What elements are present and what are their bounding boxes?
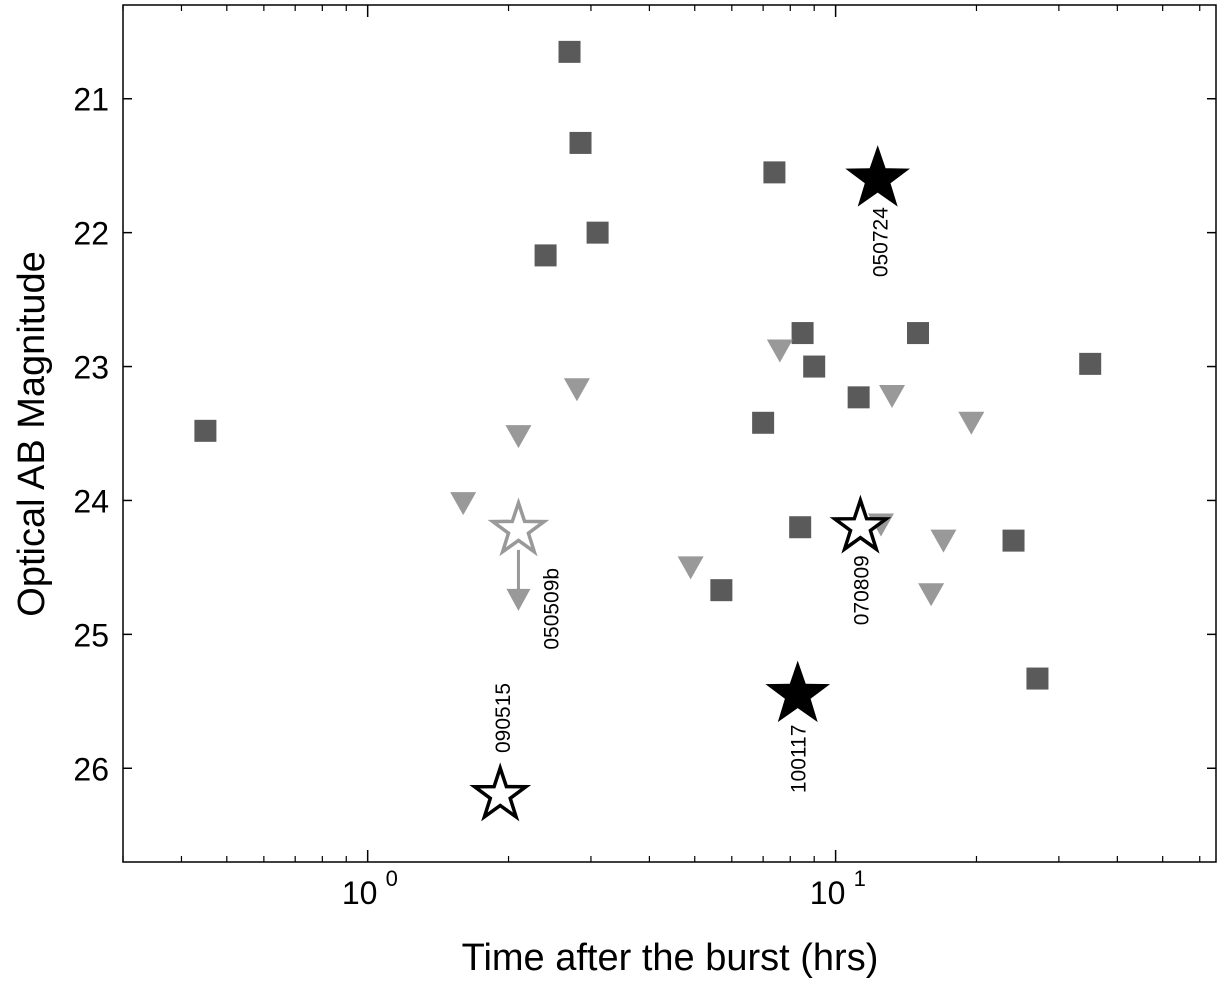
x-tick-label: 10 — [342, 875, 378, 911]
y-axis-label: Optical AB Magnitude — [11, 251, 53, 616]
square-marker — [763, 161, 786, 184]
filled-star-marker — [765, 660, 831, 723]
triangle-marker — [766, 339, 793, 363]
tick-labels: 21 22 23 24 25 26 10 0 10 1 — [73, 82, 865, 911]
upper-limit-arrow-head — [506, 588, 531, 611]
grb-label: 050724 — [870, 207, 893, 277]
y-tick-label: 26 — [73, 751, 109, 787]
square-marker — [194, 419, 217, 442]
marker-layer — [194, 40, 1102, 822]
x-tick-exponent: 1 — [854, 866, 866, 891]
y-tick-label: 22 — [73, 216, 109, 252]
open-star-marker — [829, 494, 892, 554]
triangle-marker — [918, 583, 945, 607]
x-tick-label: 10 — [810, 875, 846, 911]
x-tick-exponent: 0 — [386, 866, 398, 891]
x-axis-label: Time after the burst (hrs) — [462, 937, 879, 979]
y-tick-label: 25 — [73, 617, 109, 653]
square-marker — [1079, 352, 1102, 375]
filled-star-marker — [845, 145, 910, 207]
grb-label: 090515 — [492, 683, 515, 753]
square-marker — [791, 322, 814, 345]
y-tick-label: 24 — [73, 483, 109, 519]
open-star-marker — [487, 497, 550, 557]
square-marker — [803, 355, 826, 378]
annotation-layer: 050724 100117 070809 090515 050509b — [492, 207, 893, 793]
square-marker — [710, 579, 733, 602]
open-star-marker — [469, 762, 532, 822]
triangle-marker — [958, 411, 985, 435]
grb-label: 050509b — [541, 568, 564, 650]
square-marker — [558, 40, 581, 63]
y-tick-label: 21 — [73, 82, 109, 118]
grb-label: 100117 — [788, 725, 811, 794]
triangle-marker — [677, 556, 704, 580]
plot-frame — [122, 4, 1217, 863]
square-marker — [847, 386, 870, 409]
grb-label: 070809 — [850, 555, 873, 625]
square-marker — [1026, 667, 1049, 690]
square-marker — [1002, 529, 1025, 552]
axis-ticks — [122, 5, 1216, 862]
triangle-marker — [930, 529, 957, 553]
triangle-marker — [879, 385, 906, 409]
triangle-marker — [505, 425, 532, 449]
y-tick-label: 23 — [73, 350, 109, 386]
triangle-marker — [563, 378, 590, 402]
square-marker — [907, 322, 930, 345]
square-marker — [534, 244, 557, 267]
square-marker — [789, 516, 812, 539]
square-marker — [569, 131, 592, 154]
square-marker — [752, 411, 775, 434]
triangle-marker — [450, 492, 477, 516]
square-marker — [586, 221, 609, 244]
